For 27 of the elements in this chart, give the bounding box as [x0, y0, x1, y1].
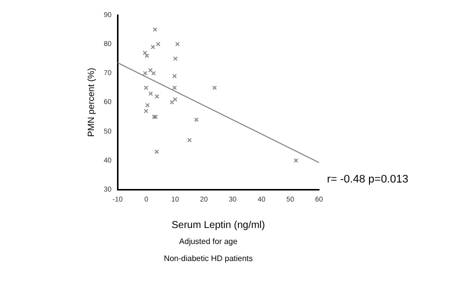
y-axis-title: PMN percent (%)	[86, 68, 96, 137]
point	[154, 150, 159, 154]
x-axis-title: Serum Leptin (ng/ml)	[172, 220, 265, 231]
point	[172, 74, 177, 78]
text: r= -0.48 p=0.013	[327, 174, 408, 186]
point	[148, 68, 153, 73]
point	[170, 100, 174, 105]
point	[173, 56, 178, 61]
point	[212, 85, 217, 90]
point	[142, 50, 148, 56]
point	[172, 85, 177, 90]
point	[151, 70, 156, 76]
point	[294, 158, 298, 163]
point	[144, 85, 148, 90]
point	[144, 53, 150, 58]
point	[187, 138, 192, 142]
point	[148, 91, 153, 96]
point	[150, 44, 156, 50]
point	[152, 27, 158, 32]
point	[142, 70, 148, 76]
point	[194, 117, 199, 122]
text: Non-diabetic HD patients	[164, 254, 253, 263]
point	[156, 42, 160, 46]
point	[175, 42, 180, 46]
point	[172, 97, 178, 102]
point	[154, 94, 160, 99]
text: Adjusted for age	[179, 236, 238, 246]
